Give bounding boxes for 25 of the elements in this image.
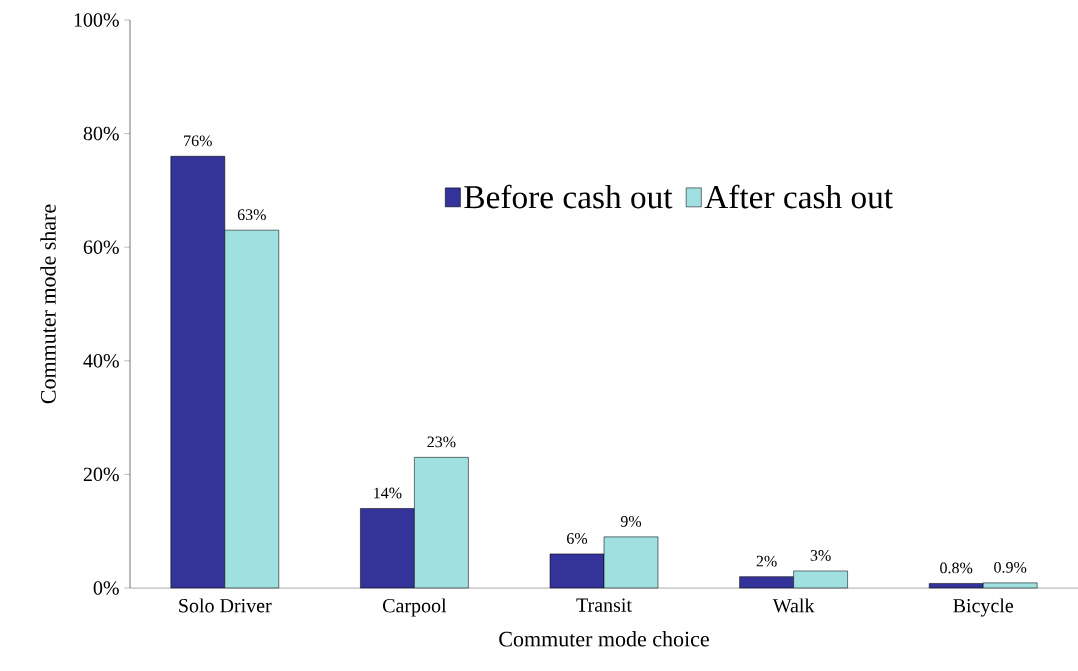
y-tick-label: 60% xyxy=(83,240,119,254)
legend-label: After cash out xyxy=(704,184,893,209)
x-tick-label: Walk xyxy=(772,598,815,613)
data-label: 0.9% xyxy=(994,561,1027,573)
x-tick-label: Carpool xyxy=(383,598,447,617)
data-label: 76% xyxy=(184,135,212,147)
data-label: 2% xyxy=(756,555,777,567)
y-axis-title: Commuter mode share xyxy=(40,204,56,404)
y-tick-label: 0% xyxy=(93,581,119,595)
x-tick-label: Transit xyxy=(576,598,632,612)
y-tick-label: 40% xyxy=(83,354,119,368)
data-label: 14% xyxy=(374,487,402,499)
y-tick-label: 100% xyxy=(74,13,119,27)
x-tick-label: Bicycle xyxy=(953,598,1014,617)
y-tick-label: 80% xyxy=(83,126,119,141)
data-label: 9% xyxy=(620,515,642,527)
x-axis-title: Commuter mode choice xyxy=(499,631,709,647)
data-label: 6% xyxy=(567,533,588,544)
data-label: 3% xyxy=(810,550,831,561)
data-label: 23% xyxy=(427,436,456,448)
data-label: 63% xyxy=(237,209,266,221)
data-label: 0.8% xyxy=(940,562,973,574)
legend-label: Before cash out xyxy=(464,184,673,209)
y-tick-label: 20% xyxy=(83,467,119,482)
x-tick-label: Solo Driver xyxy=(179,598,272,613)
